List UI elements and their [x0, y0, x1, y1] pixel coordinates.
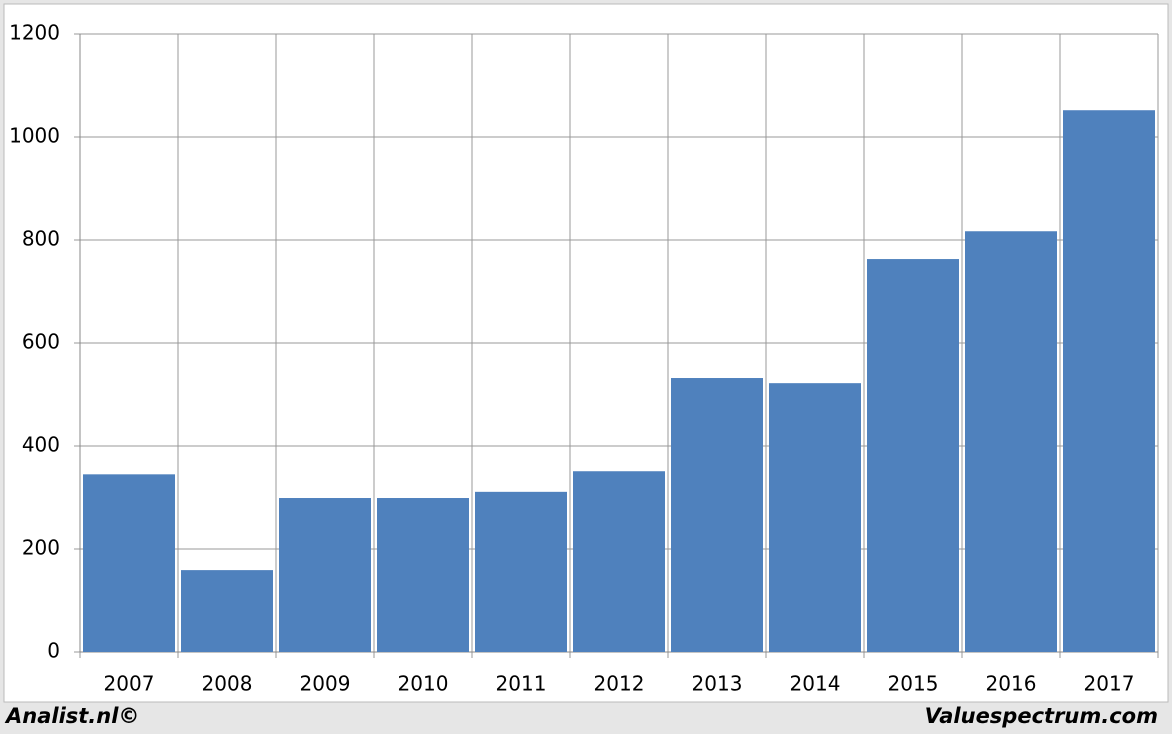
y-tick-label: 1000	[9, 124, 60, 148]
footer-right: Valuespectrum.com	[925, 704, 1158, 728]
x-tick-label: 2009	[300, 672, 351, 696]
y-tick-label: 400	[22, 433, 60, 457]
bar	[573, 471, 665, 652]
x-tick-label: 2012	[594, 672, 645, 696]
x-tick-label: 2011	[496, 672, 547, 696]
bar	[1063, 110, 1155, 653]
bar	[475, 491, 567, 652]
x-tick-label: 2010	[398, 672, 449, 696]
bar	[769, 383, 861, 652]
bar	[279, 498, 371, 652]
x-tick-label: 2017	[1084, 672, 1135, 696]
x-tick-label: 2016	[986, 672, 1037, 696]
x-tick-label: 2014	[790, 672, 841, 696]
y-tick-label: 0	[47, 639, 60, 663]
x-tick-label: 2007	[104, 672, 155, 696]
y-tick-label: 1200	[9, 21, 60, 45]
y-tick-label: 800	[22, 227, 60, 251]
bar	[965, 231, 1057, 652]
bar	[671, 378, 763, 652]
bar	[377, 498, 469, 652]
y-tick-label: 600	[22, 330, 60, 354]
bar	[867, 259, 959, 652]
plot: 0 200 400 600 800 1000 1200 2007 2008 2009 2010 201…	[9, 21, 1159, 696]
x-tick-label: 2015	[888, 672, 939, 696]
x-tick-label: 2013	[692, 672, 743, 696]
bar	[181, 570, 273, 652]
bar	[83, 474, 175, 652]
x-tick-label: 2008	[202, 672, 253, 696]
y-tick-label: 200	[22, 536, 60, 560]
footer-left: Analist.nl©	[4, 704, 139, 728]
